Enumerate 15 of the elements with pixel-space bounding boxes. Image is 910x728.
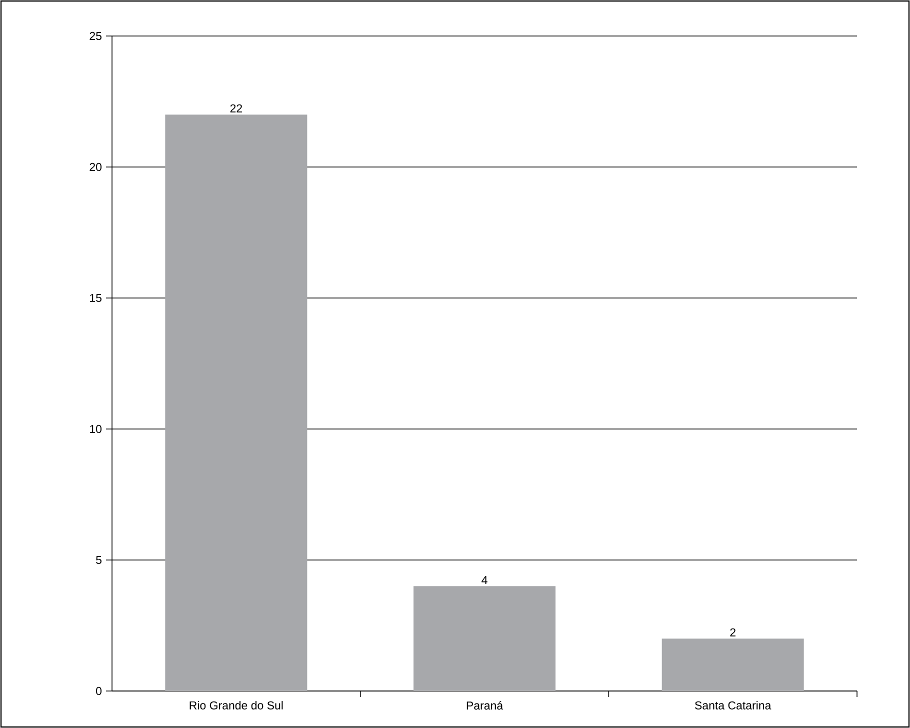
y-tick-label: 5: [96, 556, 102, 564]
x-tick-label: Santa Catarina: [695, 701, 772, 710]
data-label: 22: [230, 104, 242, 112]
y-tick-label: 20: [90, 162, 102, 172]
bar: [414, 586, 556, 691]
y-tick-label: 0: [96, 686, 102, 696]
bar: [165, 114, 308, 691]
x-tick-label: Rio Grande do Sul: [190, 701, 283, 710]
y-tick-label: 10: [90, 424, 102, 434]
x-tick-label: Paraná: [466, 701, 504, 710]
y-tick-label: 15: [90, 294, 102, 302]
data-label: 4: [482, 576, 488, 584]
y-tick-label: 25: [90, 32, 102, 40]
bar: [662, 638, 804, 691]
data-label: 2: [730, 628, 736, 636]
